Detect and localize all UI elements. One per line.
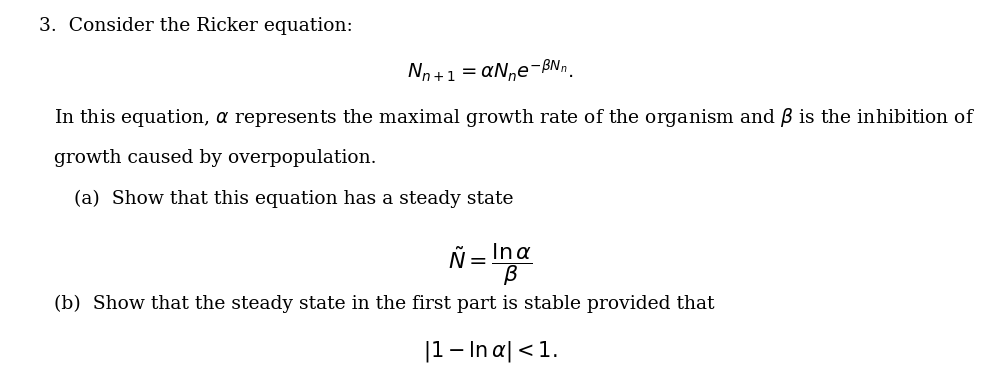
Text: In this equation, $\alpha$ represents the maximal growth rate of the organism an: In this equation, $\alpha$ represents th… <box>54 106 975 129</box>
Text: growth caused by overpopulation.: growth caused by overpopulation. <box>54 149 377 167</box>
Text: $N_{n+1} = \alpha N_n e^{-\beta N_n}.$: $N_{n+1} = \alpha N_n e^{-\beta N_n}.$ <box>407 58 574 84</box>
Text: $\tilde{N} = \dfrac{\ln \alpha}{\beta}$: $\tilde{N} = \dfrac{\ln \alpha}{\beta}$ <box>448 241 533 288</box>
Text: $|1 - \ln \alpha| < 1.$: $|1 - \ln \alpha| < 1.$ <box>423 339 558 364</box>
Text: (b)  Show that the steady state in the first part is stable provided that: (b) Show that the steady state in the fi… <box>54 295 714 313</box>
Text: 3.  Consider the Ricker equation:: 3. Consider the Ricker equation: <box>39 17 353 35</box>
Text: (a)  Show that this equation has a steady state: (a) Show that this equation has a steady… <box>74 190 513 209</box>
